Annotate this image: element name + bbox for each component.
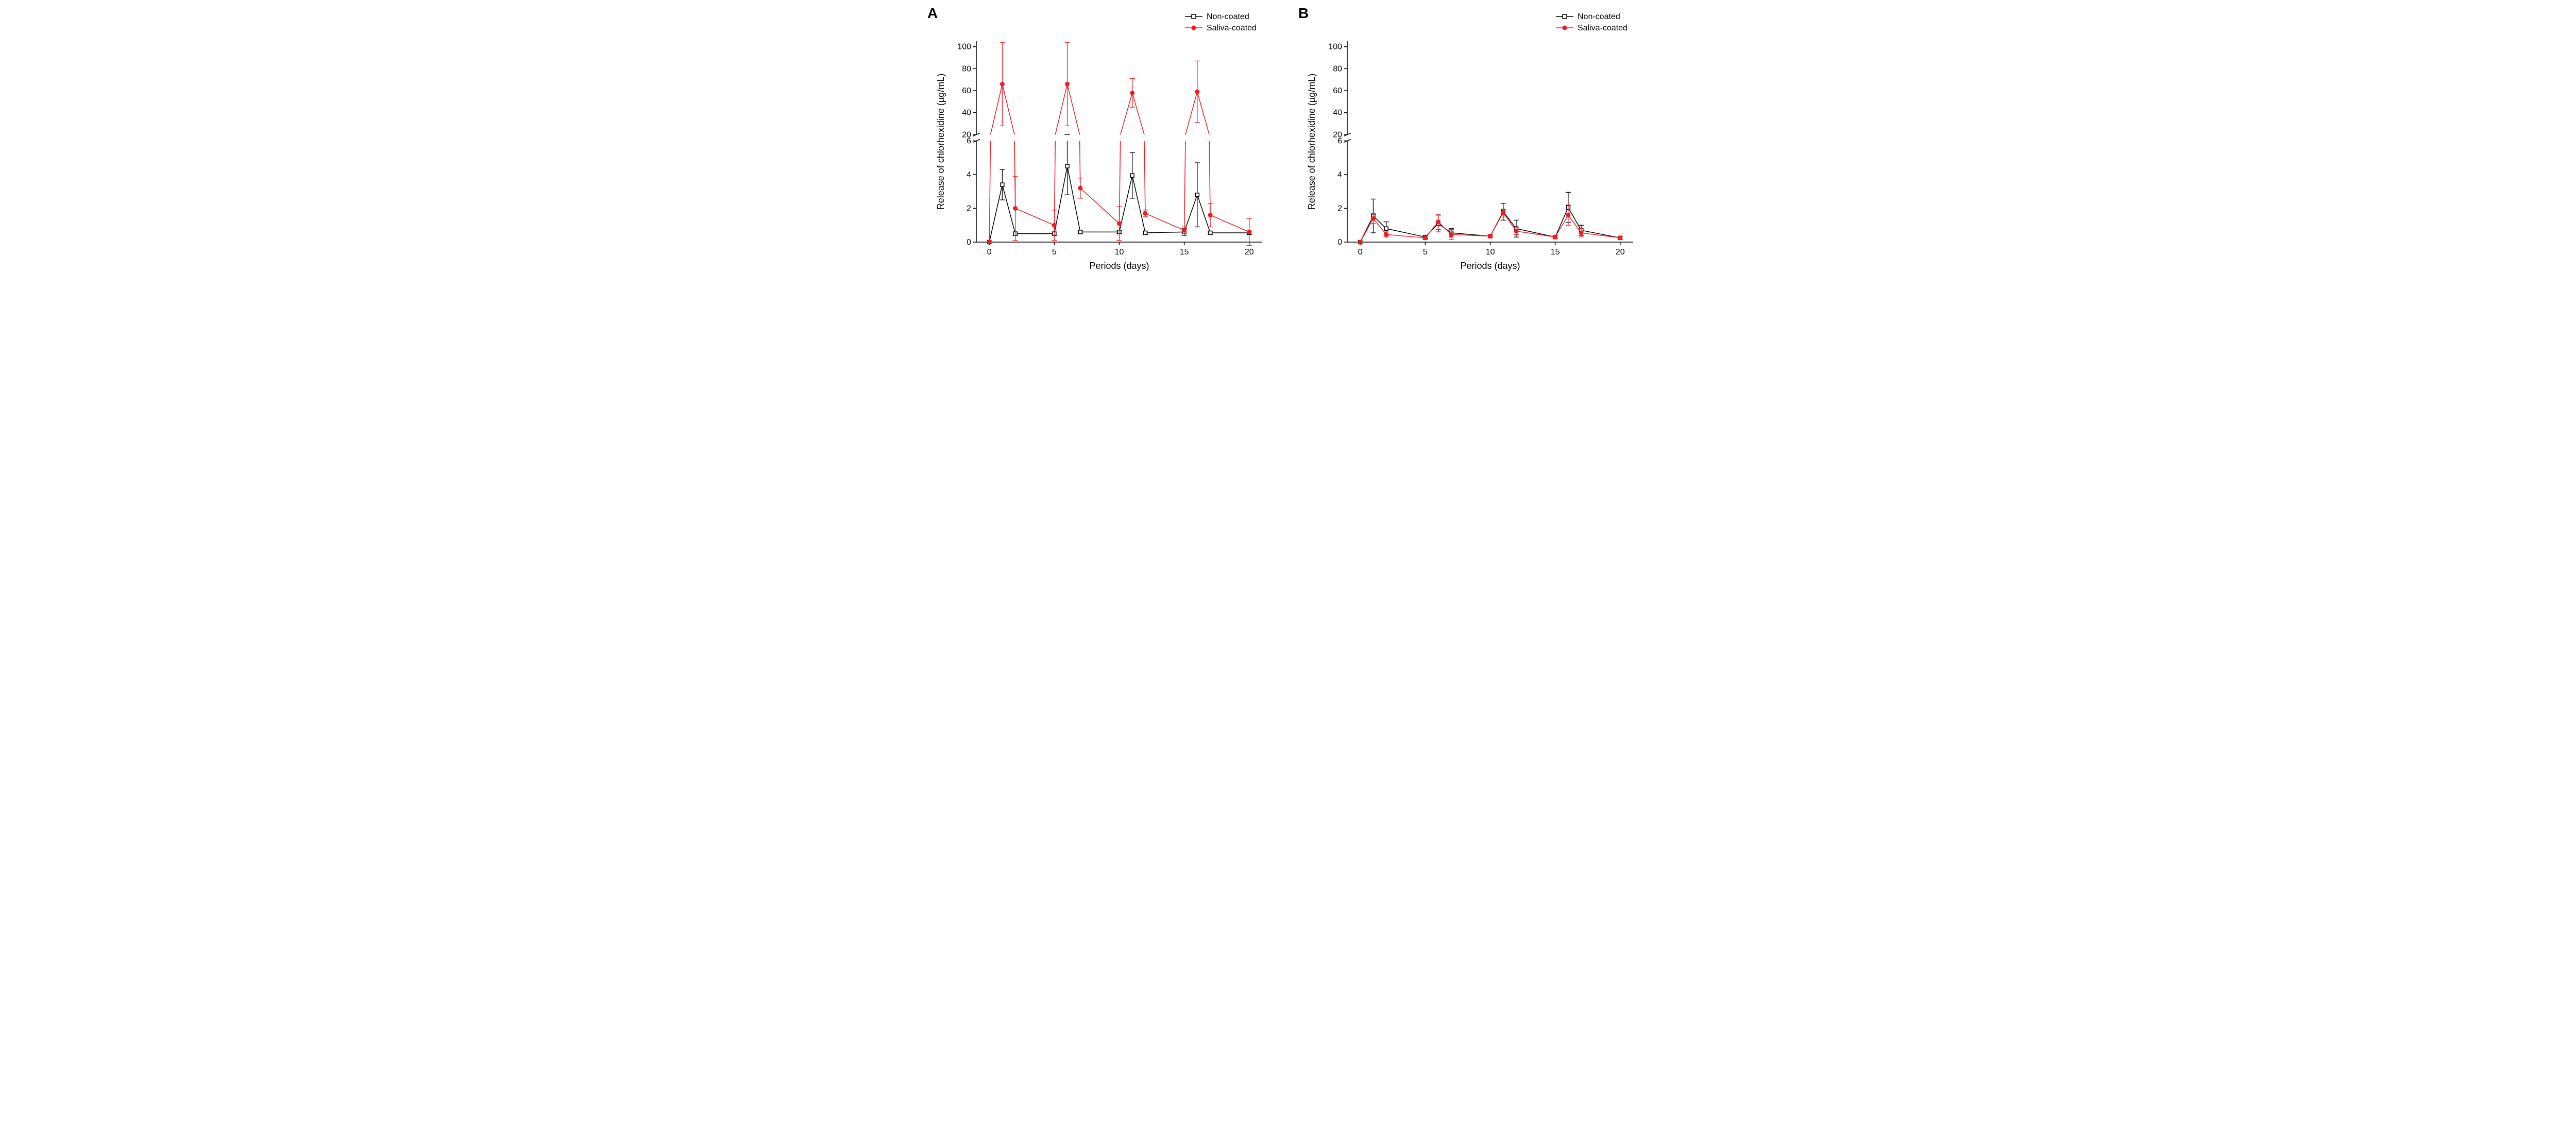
svg-text:100: 100 [957, 43, 971, 52]
svg-text:20: 20 [1616, 248, 1625, 257]
svg-text:40: 40 [1333, 109, 1342, 117]
svg-text:4: 4 [967, 170, 971, 179]
svg-text:80: 80 [1333, 64, 1342, 73]
svg-text:20: 20 [1245, 248, 1254, 257]
svg-text:20: 20 [962, 130, 971, 139]
svg-text:0: 0 [987, 248, 992, 257]
svg-text:60: 60 [962, 87, 971, 95]
svg-text:100: 100 [1328, 43, 1342, 52]
panel-b: B 05101520024620406080100Periods (days)R… [1303, 10, 1643, 278]
svg-text:15: 15 [1180, 248, 1189, 257]
svg-text:40: 40 [962, 109, 971, 117]
svg-text:60: 60 [1333, 87, 1342, 95]
svg-text:2: 2 [1337, 204, 1342, 213]
svg-text:5: 5 [1423, 248, 1428, 257]
svg-text:15: 15 [1551, 248, 1560, 257]
svg-text:Non-coated: Non-coated [1578, 12, 1620, 21]
svg-text:2: 2 [967, 204, 971, 213]
svg-text:0: 0 [967, 238, 971, 247]
svg-text:Non-coated: Non-coated [1207, 12, 1249, 21]
panel-b-label: B [1298, 5, 1309, 22]
panel-a-label: A [927, 5, 938, 22]
chart-a: 05101520024620406080100Periods (days)Rel… [933, 10, 1273, 278]
svg-text:0: 0 [1358, 248, 1363, 257]
svg-text:5: 5 [1052, 248, 1057, 257]
svg-text:80: 80 [962, 64, 971, 73]
svg-text:0: 0 [1337, 238, 1342, 247]
svg-text:Periods (days): Periods (days) [1460, 261, 1520, 271]
svg-text:Release of chlorhexidine (µg/m: Release of chlorhexidine (µg/mL) [936, 74, 946, 210]
svg-text:Release of chlorhexidine (µg/m: Release of chlorhexidine (µg/mL) [1307, 74, 1317, 210]
svg-text:10: 10 [1486, 248, 1495, 257]
figure-container: A 05101520024620406080100Periods (days)R… [10, 10, 2566, 278]
svg-text:Periods (days): Periods (days) [1089, 261, 1149, 271]
svg-text:Saliva-coated: Saliva-coated [1578, 24, 1628, 32]
svg-text:10: 10 [1115, 248, 1124, 257]
svg-text:Saliva-coated: Saliva-coated [1207, 24, 1257, 32]
chart-b: 05101520024620406080100Periods (days)Rel… [1303, 10, 1643, 278]
svg-text:20: 20 [1333, 130, 1342, 139]
svg-text:4: 4 [1337, 170, 1342, 179]
panel-a: A 05101520024620406080100Periods (days)R… [933, 10, 1273, 278]
